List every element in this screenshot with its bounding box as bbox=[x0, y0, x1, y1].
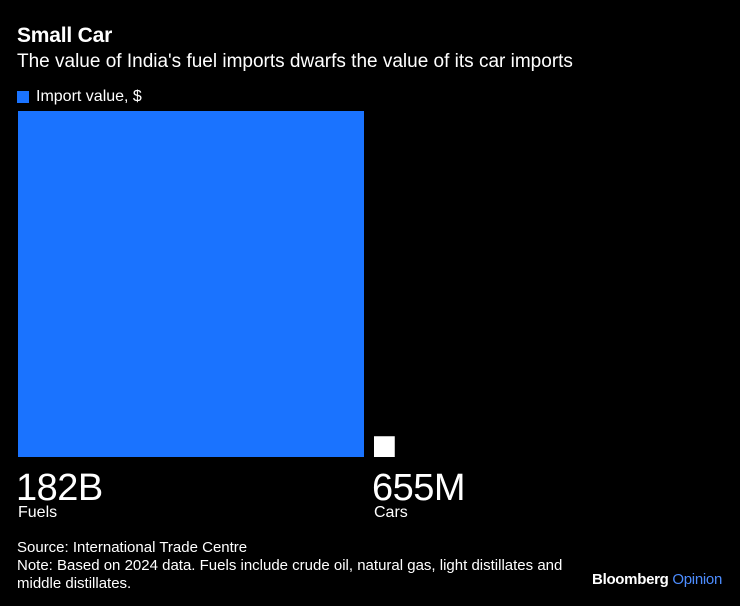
chart-footer: Source: International Trade Centre Note:… bbox=[17, 539, 587, 593]
footnote: Note: Based on 2024 data. Fuels include … bbox=[17, 557, 563, 592]
bar-label-cars: Cars bbox=[374, 504, 408, 521]
legend-label: Import value, $ bbox=[36, 88, 142, 105]
bar-value-cars: 655M bbox=[372, 467, 466, 509]
brand-logo: Bloomberg Opinion bbox=[592, 571, 722, 588]
chart-title: Small Car bbox=[17, 24, 113, 47]
bar-value-fuels: 182B bbox=[16, 467, 103, 509]
bar-square-fuels bbox=[18, 111, 364, 457]
brand-name: Bloomberg bbox=[592, 571, 669, 588]
bar-label-fuels: Fuels bbox=[18, 504, 58, 521]
legend-swatch bbox=[17, 91, 29, 103]
chart-subtitle: The value of India's fuel imports dwarfs… bbox=[17, 51, 573, 72]
bar-square-cars bbox=[374, 436, 395, 457]
source-note: Source: International Trade Centre bbox=[17, 539, 248, 556]
chart-legend: Import value, $ bbox=[17, 88, 142, 106]
brand-suffix: Opinion bbox=[672, 571, 722, 588]
